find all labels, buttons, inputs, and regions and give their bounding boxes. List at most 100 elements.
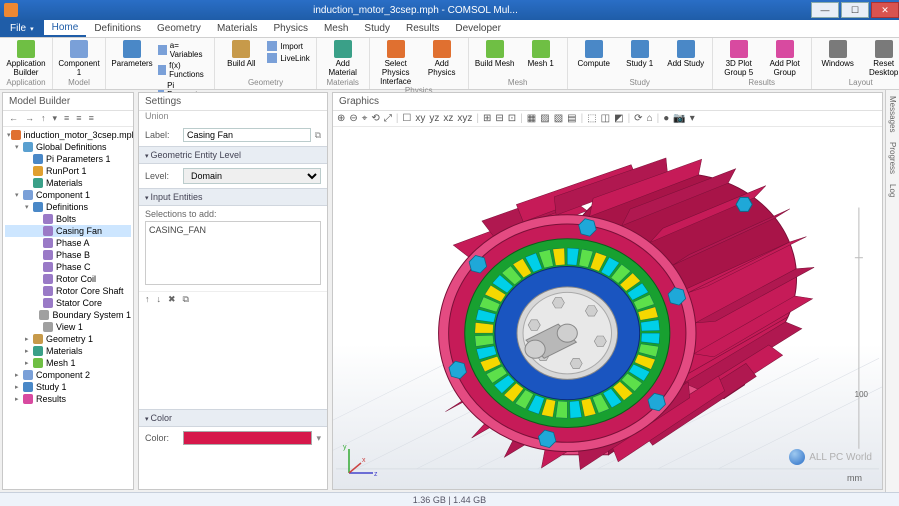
tree-item[interactable]: View 1 [5,321,131,333]
side-tab-log[interactable]: Log [888,184,897,197]
gfx-toolbar-btn[interactable]: ⊟ [495,113,503,124]
ribbon-btn-add-study[interactable]: Add Study [666,40,706,68]
close-button[interactable]: ✕ [871,2,899,18]
ribbon-tab-results[interactable]: Results [398,20,447,37]
gfx-toolbar-btn[interactable]: ⟲ [371,113,379,124]
mb-toolbar-btn[interactable]: → [23,113,36,124]
tree-item[interactable]: RunPort 1 [5,165,131,177]
gfx-toolbar-btn[interactable]: ◩ [614,113,623,124]
gfx-toolbar-btn[interactable]: ▾ [690,113,695,124]
ribbon-tab-developer[interactable]: Developer [447,20,509,37]
ribbon-btn-add-material[interactable]: Add Material [323,40,363,77]
maximize-button[interactable]: ☐ [841,2,869,18]
model-tree[interactable]: ▾induction_motor_3csep.mph▾Global Defini… [3,127,133,489]
section-geom-entity[interactable]: Geometric Entity Level [139,146,327,164]
ribbon-btn-compute[interactable]: Compute [574,40,614,68]
mb-toolbar-btn[interactable]: ← [7,113,20,124]
ribbon-btn-3d-plot-group-5[interactable]: 3D Plot Group 5 [719,40,759,77]
mb-toolbar-btn[interactable]: ≡ [62,113,71,124]
gfx-toolbar-btn[interactable]: ☐ [402,113,411,124]
section-color[interactable]: Color [139,409,327,427]
ribbon-btn-add-physics[interactable]: Add Physics [422,40,462,77]
gfx-toolbar-btn[interactable]: ▤ [567,113,576,124]
ribbon-btn-parameters[interactable]: Parameters [112,40,152,68]
tree-item[interactable]: Boundary System 1 [5,309,131,321]
entities-listbox[interactable]: CASING_FAN [145,221,321,285]
file-menu[interactable]: File [0,20,44,37]
mb-toolbar-btn[interactable]: ↑ [39,113,48,124]
mb-toolbar-btn[interactable]: ≡ [74,113,83,124]
ribbon-tab-geometry[interactable]: Geometry [149,20,209,37]
ribbon-tab-study[interactable]: Study [356,20,398,37]
minimize-button[interactable]: — [811,2,839,18]
ribbon-btn-import[interactable]: Import [267,40,309,52]
settings-tb-btn[interactable]: ↑ [143,294,152,305]
tree-item[interactable]: ▾Definitions [5,201,131,213]
gfx-toolbar-btn[interactable]: ⟳ [634,113,642,124]
ribbon-tab-home[interactable]: Home [44,20,87,37]
tree-item[interactable]: ▾Global Definitions [5,141,131,153]
ribbon-btn-build-all[interactable]: Build All [221,40,261,68]
tree-item[interactable]: Phase C [5,261,131,273]
ribbon-btn-application-builder[interactable]: Application Builder [6,40,46,77]
ribbon-btn-livelink[interactable]: LiveLink [267,52,309,64]
tree-item[interactable]: Bolts [5,213,131,225]
tree-item[interactable]: Stator Core [5,297,131,309]
gfx-toolbar-btn[interactable]: ◫ [601,113,610,124]
tree-item[interactable]: ▸Component 2 [5,369,131,381]
gfx-toolbar-btn[interactable]: ▦ [527,113,536,124]
ribbon-btn-add-plot-group[interactable]: Add Plot Group [765,40,805,77]
tree-item[interactable]: ▸Materials [5,345,131,357]
tree-item[interactable]: ▸Results [5,393,131,405]
label-field-input[interactable] [183,128,311,142]
mb-toolbar-btn[interactable]: ≡ [87,113,96,124]
tree-item[interactable]: Casing Fan [5,225,131,237]
tree-item[interactable]: ▸Mesh 1 [5,357,131,369]
side-tab-progress[interactable]: Progress [888,142,897,174]
gfx-toolbar-btn[interactable]: xz [443,113,453,124]
tree-item[interactable]: ▸Geometry 1 [5,333,131,345]
gfx-toolbar-btn[interactable]: ⊞ [483,113,491,124]
ribbon-tab-materials[interactable]: Materials [209,20,266,37]
ribbon-tab-physics[interactable]: Physics [266,20,316,37]
gfx-toolbar-btn[interactable]: ⌖ [362,113,368,124]
tree-item[interactable]: Rotor Core Shaft [5,285,131,297]
side-tab-messages[interactable]: Messages [888,96,897,132]
entities-item[interactable]: CASING_FAN [149,225,317,235]
color-swatch[interactable] [183,431,312,445]
settings-tb-btn[interactable]: ↓ [155,294,164,305]
gfx-toolbar-btn[interactable]: ⌂ [647,113,653,124]
tree-item[interactable]: ▾Component 1 [5,189,131,201]
graphics-canvas[interactable]: y z x 100 mm ALL PC World [333,127,882,489]
ribbon-tab-mesh[interactable]: Mesh [316,20,356,37]
gfx-toolbar-btn[interactable]: ⊖ [349,113,357,124]
section-input-entities[interactable]: Input Entities [139,188,327,206]
color-dropdown-icon[interactable]: ▾ [316,433,321,444]
tree-item[interactable]: Rotor Coil [5,273,131,285]
gfx-toolbar-btn[interactable]: ⤢ [384,113,392,124]
gfx-toolbar-btn[interactable]: ▨ [540,113,549,124]
ribbon-btn-f-x-functions[interactable]: f(x) Functions [158,60,208,80]
gfx-toolbar-btn[interactable]: yz [429,113,439,124]
ribbon-tab-definitions[interactable]: Definitions [86,20,149,37]
tree-item[interactable]: Pi Parameters 1 [5,153,131,165]
gfx-toolbar-btn[interactable]: ▧ [554,113,563,124]
ribbon-btn-study-1[interactable]: Study 1 [620,40,660,68]
ribbon-btn-component-1[interactable]: Component 1 [59,40,99,77]
gfx-toolbar-btn[interactable]: ⊡ [508,113,516,124]
tree-item[interactable]: ▸Study 1 [5,381,131,393]
gfx-toolbar-btn[interactable]: ⬚ [587,113,596,124]
settings-tb-btn[interactable]: ✖ [166,294,178,305]
mb-toolbar-btn[interactable]: ▾ [51,113,60,124]
ribbon-btn-build-mesh[interactable]: Build Mesh [475,40,515,68]
tree-item[interactable]: Phase A [5,237,131,249]
ribbon-btn-a-variables[interactable]: a= Variables [158,40,208,60]
ribbon-btn-windows[interactable]: Windows [818,40,858,68]
ribbon-btn-select-physics-interface[interactable]: Select Physics Interface [376,40,416,86]
settings-tb-btn[interactable]: ⧉ [181,294,191,305]
tree-item[interactable]: ▾induction_motor_3csep.mph [5,129,131,141]
gfx-toolbar-btn[interactable]: ⊕ [337,113,345,124]
gfx-toolbar-btn[interactable]: 📷 [673,113,685,124]
tree-item[interactable]: Phase B [5,249,131,261]
gfx-toolbar-btn[interactable]: xyz [457,113,472,124]
